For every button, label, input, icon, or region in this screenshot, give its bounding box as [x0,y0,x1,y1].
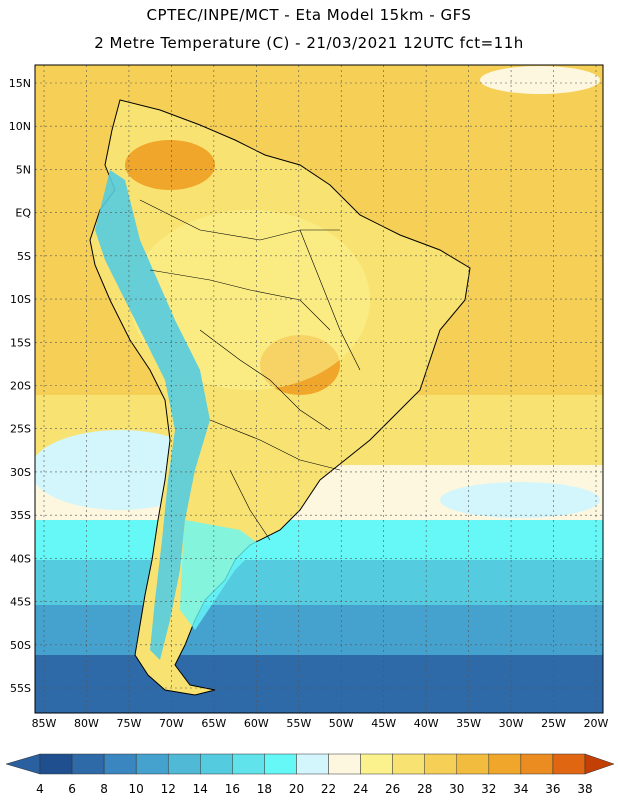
field-band-cool [35,520,603,560]
legend-label: 30 [449,782,464,796]
lon-label: 70W [159,717,184,730]
legend-label: 20 [289,782,304,796]
legend-cell [39,753,73,775]
lat-label: 50S [10,639,31,652]
legend-label: 16 [225,782,240,796]
lat-label: 15S [10,336,31,349]
field-patch-atlantic [440,482,600,518]
legend-label: 38 [577,782,592,796]
legend-label: 4 [36,782,44,796]
chart-title-line1: CPTEC/INPE/MCT - Eta Model 15km - GFS [146,6,472,24]
patagonia-cool [180,520,260,630]
lat-label: 20S [10,380,31,393]
legend-cell [488,753,522,775]
legend-high-arrow [584,753,615,775]
andes-cold-strip [95,170,210,660]
legend-cell [232,753,265,775]
legend-label: 8 [100,782,108,796]
lon-label: 75W [116,717,141,730]
lat-label: 5N [16,163,31,176]
legend-label: 24 [353,782,368,796]
lon-label: 55W [286,717,311,730]
country-borders [139,199,361,541]
legend-labels: 4 6 8 10 12 14 16 18 20 22 24 26 28 30 32 34 36 38 [36,782,592,796]
legend-label: 26 [385,782,400,796]
lat-label: 30S [10,466,31,479]
legend-label: 36 [545,782,560,796]
legend-cells [5,753,615,775]
lon-label: 20W [584,717,609,730]
lat-label: 25S [10,423,31,436]
legend-label: 34 [513,782,528,796]
map-frame [34,64,604,714]
lon-label: 30W [499,717,524,730]
lon-label: 65W [201,717,226,730]
legend-cell [71,753,105,775]
legend-cell [135,753,169,775]
map-gridlines [35,65,603,713]
longitude-labels: 85W 80W 75W 70W 65W 60W 55W 50W 45W 40W 35W 30W 25W 2… [32,717,609,730]
lon-label: 40W [414,717,439,730]
legend-low-arrow [5,753,41,775]
lon-label: 35W [456,717,481,730]
legend-label: 22 [321,782,336,796]
lon-label: 60W [244,717,269,730]
legend-cell [520,753,554,775]
field-patch-venezuela [125,140,215,190]
lat-label: 55S [10,682,31,695]
legend-cell [103,753,137,775]
legend-cell [296,753,329,775]
chart-title-line2: 2 Metre Temperature (C) - 21/03/2021 12U… [94,34,524,52]
legend-cell [552,753,586,775]
legend-label: 28 [417,782,432,796]
lat-label: 40S [10,552,31,565]
legend-label: 6 [68,782,76,796]
lon-label: 50W [329,717,354,730]
legend-cell [392,753,425,775]
legend-cell [360,753,393,775]
lat-label: EQ [15,207,31,220]
legend-cell [328,753,361,775]
legend-label: 14 [193,782,208,796]
lat-label: 10N [9,120,31,133]
color-legend: 4 6 8 10 12 14 16 18 20 22 24 26 28 30 32 34 36 38 [5,753,615,796]
field-band-coldest [35,655,603,713]
legend-cell [200,753,233,775]
field-band-cooler [35,560,603,605]
lon-label: 80W [74,717,99,730]
legend-label: 32 [481,782,496,796]
lat-label: 15N [9,77,31,90]
lon-label: 85W [32,717,57,730]
lat-label: 45S [10,596,31,609]
map-field [35,65,603,713]
latitude-labels: 15N 10N 5N EQ 5S 10S 15S 20S 25S 30S 35S 40S 45S 50S 5… [9,77,32,695]
lat-label: 35S [10,509,31,522]
legend-label: 12 [161,782,176,796]
field-band-cold [35,605,603,655]
legend-cell [167,753,201,775]
legend-cell [424,753,458,775]
legend-cell [264,753,297,775]
temperature-map: 15N 10N 5N EQ 5S 10S 15S 20S 25S 30S 35S 40S 45S 50S 5… [9,64,609,730]
legend-label: 10 [129,782,144,796]
lat-label: 10S [10,293,31,306]
lat-label: 5S [17,250,31,263]
legend-cell [456,753,490,775]
legend-label: 18 [257,782,272,796]
field-patch-caribbean [480,66,600,94]
lon-label: 25W [541,717,566,730]
lon-label: 45W [371,717,396,730]
